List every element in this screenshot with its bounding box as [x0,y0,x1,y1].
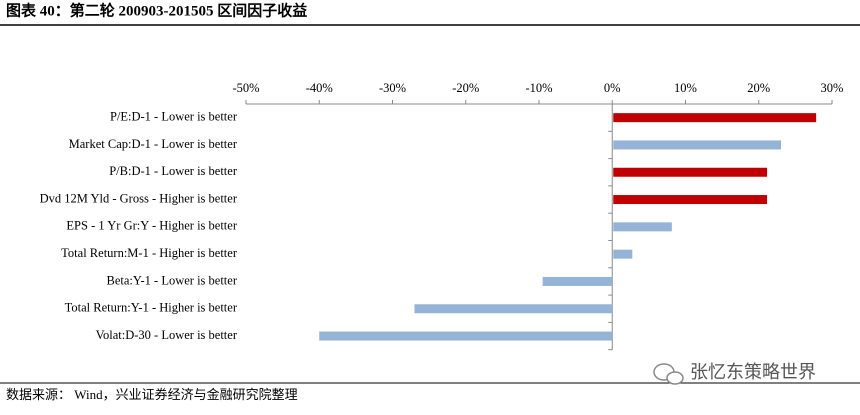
bar [613,167,768,177]
watermark-icon [653,363,684,385]
x-tick-label: -30% [379,81,406,95]
category-label: P/B:D-1 - Lower is better [109,164,238,178]
bar [613,113,817,123]
category-label: Volat:D-30 - Lower is better [96,328,238,342]
category-label: Market Cap:D-1 - Lower is better [69,137,238,151]
x-tick-label: 20% [747,81,770,95]
x-tick-label: 30% [821,81,844,95]
bar [613,195,768,205]
bar [613,249,633,259]
bar [613,222,672,232]
bar [613,140,781,150]
category-label: EPS - 1 Yr Gr:Y - Higher is better [66,219,237,233]
chart-title: 图表 40：第二轮 200903-201505 区间因子收益 [6,1,307,19]
x-tick-label: 10% [674,81,697,95]
x-tick-label: -20% [452,81,479,95]
bar [319,331,613,341]
bar [542,276,613,286]
category-label: Beta:Y-1 - Lower is better [106,273,237,287]
category-label: P/E:D-1 - Lower is better [110,110,238,124]
source: 数据来源： Wind，兴业证券经济与金融研究院整理 [6,387,298,402]
x-tick-label: -10% [525,81,552,95]
x-tick-label: 0% [604,81,621,95]
watermark: 张忆东策略世界 [690,362,816,383]
category-label: Total Return:Y-1 - Higher is better [65,301,238,315]
category-label: Dvd 12M Yld - Gross - Higher is better [40,191,238,205]
category-label: Total Return:M-1 - Higher is better [61,246,238,260]
bar [414,304,613,314]
x-tick-label: -50% [232,81,259,95]
x-tick-label: -40% [306,81,333,95]
